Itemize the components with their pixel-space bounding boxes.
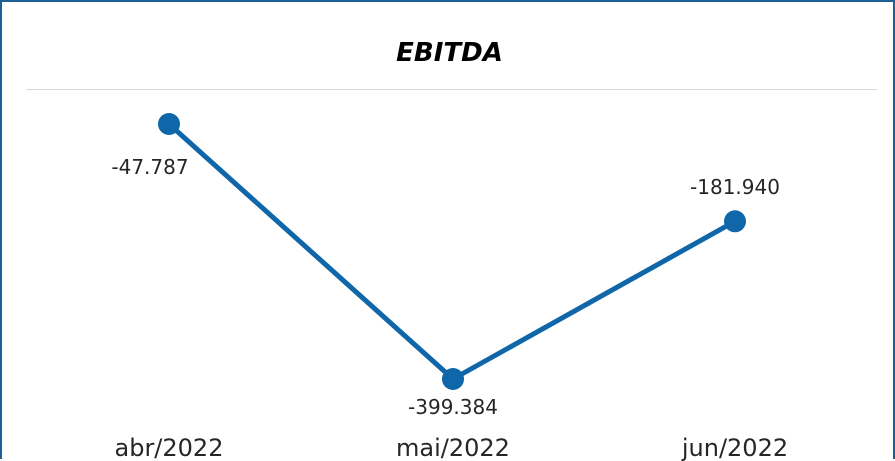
- chart-title: EBITDA: [396, 38, 503, 68]
- title-divider: [26, 89, 877, 90]
- x-tick-label: jun/2022: [681, 434, 788, 461]
- data-point: [724, 210, 746, 233]
- series-line: [166, 121, 738, 382]
- data-point: [158, 113, 180, 135]
- data-label: -47.787: [111, 155, 188, 179]
- data-label: -399.384: [408, 395, 498, 419]
- x-tick-label: abr/2022: [115, 434, 224, 461]
- x-tick-label: mai/2022: [396, 434, 510, 461]
- data-label: -181.940: [690, 175, 780, 199]
- data-point: [442, 368, 464, 390]
